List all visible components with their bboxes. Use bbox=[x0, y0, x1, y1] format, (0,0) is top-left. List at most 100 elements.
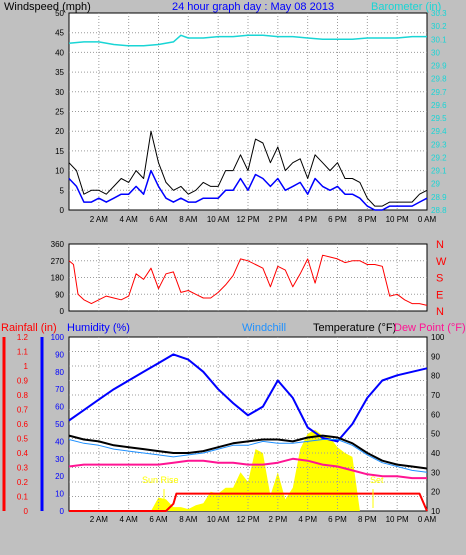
humidity-tick-labels: 0 10 20 30 40 50 60 70 80 90 100 bbox=[51, 333, 65, 516]
humidity-tick-label: 90 bbox=[55, 350, 64, 359]
direction-compass-label: E bbox=[436, 289, 443, 301]
wind-direction-grid bbox=[69, 244, 427, 311]
barometer-tick-labels: 28.8 28.9 29 29.1 29.2 29.3 29.4 29.5 29.6 29.7 29… bbox=[431, 9, 447, 215]
direction-degree-label: 360 bbox=[51, 240, 65, 249]
chart-title: 24 hour graph day : May 08 2013 bbox=[172, 1, 334, 13]
time-tick-label: 8 AM bbox=[179, 515, 198, 524]
windspeed-tick-label: 45 bbox=[55, 29, 64, 38]
rainfall-tick-label: 0.5 bbox=[17, 435, 29, 444]
rainfall-tick-label: 0.9 bbox=[17, 377, 29, 386]
humidity-tick-label: 80 bbox=[55, 368, 64, 377]
barometer-tick-label: 30 bbox=[431, 48, 440, 57]
time-tick-label: 10 PM bbox=[386, 515, 409, 524]
windspeed-tick-label: 10 bbox=[55, 167, 64, 176]
time-tick-label: 10 AM bbox=[207, 515, 230, 524]
humidity-line bbox=[68, 353, 428, 443]
sunrise-annotation: Sun Rise bbox=[142, 475, 179, 485]
temperature-tick-labels: 10 20 30 40 50 60 70 80 90 100 bbox=[431, 333, 445, 516]
time-tick-label: 4 PM bbox=[298, 215, 317, 224]
humidity-tick-label: 20 bbox=[55, 472, 64, 481]
time-tick-label: 8 PM bbox=[358, 515, 377, 524]
time-tick-label: 0 AM bbox=[418, 215, 437, 224]
humidity-tick-label: 70 bbox=[55, 385, 64, 394]
barometer-tick-label: 28.8 bbox=[431, 206, 447, 215]
barometer-tick-label: 29.2 bbox=[431, 153, 447, 162]
time-tick-label: 2 PM bbox=[268, 215, 287, 224]
windchill-axis-title: Windchill bbox=[242, 322, 286, 334]
windspeed-tick-label: 15 bbox=[55, 147, 64, 156]
humidity-tick-label: 100 bbox=[51, 333, 65, 342]
time-tick-label: 2 AM bbox=[90, 215, 109, 224]
barometer-tick-label: 28.9 bbox=[431, 193, 447, 202]
barometer-tick-label: 30.1 bbox=[431, 35, 447, 44]
direction-compass-label: N bbox=[436, 306, 444, 318]
humidity-tick-label: 50 bbox=[55, 420, 64, 429]
windspeed-tick-label: 35 bbox=[55, 68, 64, 77]
time-tick-label: 8 PM bbox=[358, 215, 377, 224]
rainfall-axis-title: Rainfall (in) bbox=[1, 322, 57, 334]
barometer-tick-label: 29.8 bbox=[431, 75, 447, 84]
barometer-tick-label: 30.3 bbox=[431, 9, 447, 18]
direction-degree-label: 180 bbox=[51, 274, 65, 283]
time-tick-label: 4 PM bbox=[298, 515, 317, 524]
barometer-tick-label: 29.9 bbox=[431, 62, 447, 71]
temperature-tick-label: 40 bbox=[431, 449, 440, 458]
dewpoint-axis-title: Dew Point (°F) bbox=[394, 322, 466, 334]
windspeed-tick-label: 40 bbox=[55, 48, 64, 57]
rainfall-tick-label: 0.7 bbox=[17, 406, 29, 415]
direction-compass-label: N bbox=[436, 239, 444, 251]
windspeed-axis-title: Windspeed (mph) bbox=[4, 1, 91, 13]
direction-degree-label: 270 bbox=[51, 257, 65, 266]
dewpoint-line bbox=[68, 457, 427, 480]
time-tick-label: 0 AM bbox=[418, 515, 437, 524]
rainfall-tick-label: 0.3 bbox=[17, 464, 29, 473]
temperature-tick-label: 20 bbox=[431, 488, 440, 497]
temperature-tick-label: 60 bbox=[431, 410, 440, 419]
barometer-tick-label: 29 bbox=[431, 180, 440, 189]
barometer-line bbox=[68, 34, 427, 47]
direction-degree-labels: 0 90 180 270 360 bbox=[51, 240, 65, 316]
direction-compass-label: W bbox=[436, 256, 447, 268]
time-tick-label: 6 AM bbox=[149, 215, 168, 224]
time-tick-labels-bottom: 2 AM 4 AM 6 AM 8 AM 10 AM 12 PM 2 PM 4 PM 6 PM 8 … bbox=[90, 515, 437, 524]
time-tick-label: 6 PM bbox=[328, 515, 347, 524]
rainfall-tick-label: 0.4 bbox=[17, 449, 29, 458]
windspeed-tick-label: 0 bbox=[60, 206, 65, 215]
temperature-axis-title: Temperature (°F) bbox=[313, 322, 396, 334]
wind-plot-area bbox=[68, 12, 428, 211]
temperature-tick-label: 30 bbox=[431, 468, 440, 477]
temperature-series bbox=[68, 353, 428, 512]
barometer-tick-label: 29.6 bbox=[431, 101, 447, 110]
barometer-axis-title: Barometer (in) bbox=[371, 1, 441, 13]
barometer-tick-label: 29.7 bbox=[431, 88, 447, 97]
humidity-tick-label: 60 bbox=[55, 403, 64, 412]
rainfall-tick-label: 1 bbox=[24, 362, 29, 371]
rainfall-tick-label: 0 bbox=[24, 507, 29, 516]
humidity-tick-label: 0 bbox=[60, 507, 65, 516]
barometer-tick-label: 29.1 bbox=[431, 167, 447, 176]
wind-direction-line bbox=[68, 254, 428, 306]
time-tick-label: 12 PM bbox=[236, 515, 259, 524]
wind-average-series bbox=[68, 169, 428, 211]
time-tick-label: 12 PM bbox=[236, 215, 259, 224]
time-tick-label: 10 PM bbox=[386, 215, 409, 224]
temperature-tick-label: 100 bbox=[431, 333, 445, 342]
barometer-tick-label: 29.5 bbox=[431, 114, 447, 123]
temperature-tick-label: 80 bbox=[431, 372, 440, 381]
rainfall-tick-label: 1.1 bbox=[17, 348, 29, 357]
time-tick-label: 2 PM bbox=[268, 515, 287, 524]
humidity-tick-label: 30 bbox=[55, 455, 64, 464]
windspeed-tick-label: 25 bbox=[55, 108, 64, 117]
humidity-tick-label: 10 bbox=[55, 490, 64, 499]
rainfall-tick-label: 0.2 bbox=[17, 478, 29, 487]
temperature-tick-label: 50 bbox=[431, 430, 440, 439]
rainfall-tick-label: 1.2 bbox=[17, 333, 29, 342]
time-tick-label: 8 AM bbox=[179, 215, 198, 224]
temperature-tick-label: 10 bbox=[431, 507, 440, 516]
barometer-tick-label: 30.2 bbox=[431, 22, 447, 31]
wind-average-line bbox=[68, 169, 428, 211]
humidity-tick-label: 40 bbox=[55, 437, 64, 446]
direction-degree-label: 0 bbox=[60, 307, 65, 316]
windspeed-tick-label: 30 bbox=[55, 88, 64, 97]
windspeed-tick-label: 5 bbox=[60, 186, 65, 195]
